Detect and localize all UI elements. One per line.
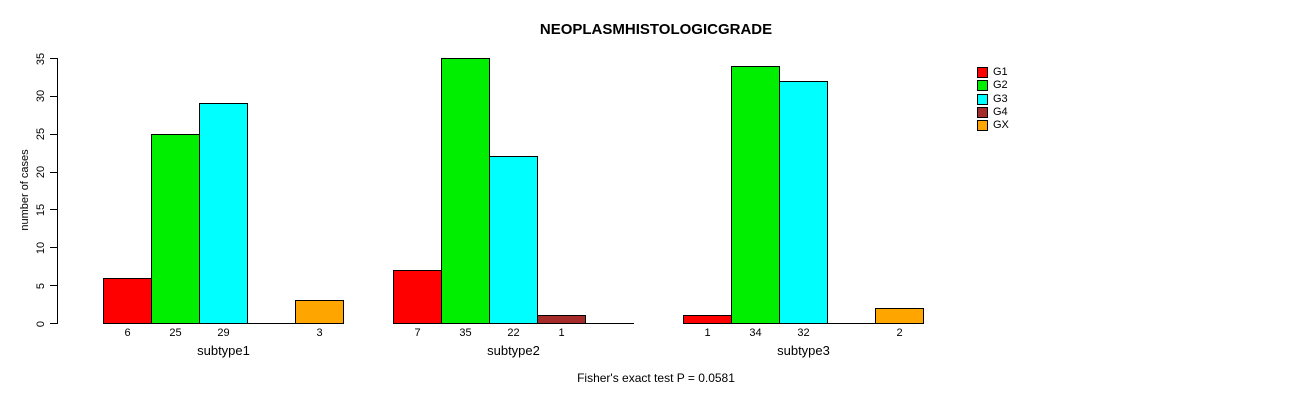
annotation-text: Fisher's exact test P = 0.0581 bbox=[577, 371, 735, 385]
y-axis-tick bbox=[50, 95, 57, 97]
legend-swatch-GX bbox=[977, 120, 988, 132]
bar-subtype3-G3 bbox=[779, 80, 828, 324]
y-axis-tick-label: 10 bbox=[35, 241, 47, 254]
y-axis-tick-label: 20 bbox=[35, 165, 47, 179]
y-axis-tick-label: 30 bbox=[35, 90, 47, 103]
group-label-subtype3: subtype3 bbox=[777, 343, 830, 358]
bar-value-label: 6 bbox=[124, 327, 131, 339]
y-axis-tick bbox=[50, 133, 57, 135]
legend-label-G4: G4 bbox=[993, 105, 1008, 118]
bar-subtype2-G3 bbox=[489, 156, 538, 324]
bar-value-label: 7 bbox=[414, 327, 421, 339]
y-axis-tick bbox=[50, 247, 57, 249]
bar-subtype1-G2 bbox=[151, 133, 200, 324]
legend-label-G3: G3 bbox=[993, 92, 1008, 105]
bar-subtype3-G2 bbox=[731, 65, 780, 324]
legend-swatch-G1 bbox=[977, 67, 988, 78]
y-axis-tick bbox=[50, 209, 57, 211]
legend-label-GX: GX bbox=[993, 119, 1009, 132]
bar-subtype3-G1 bbox=[683, 315, 732, 324]
y-axis-tick bbox=[50, 285, 57, 287]
bar-subtype3-GX bbox=[875, 307, 924, 324]
bar-value-label: 2 bbox=[896, 327, 903, 339]
bar-value-label: 3 bbox=[316, 327, 323, 339]
bar-subtype2-G1 bbox=[393, 270, 442, 324]
legend-swatch-G2 bbox=[977, 80, 988, 92]
y-axis-tick-label: 15 bbox=[35, 203, 47, 217]
y-axis-tick-label: 35 bbox=[35, 52, 47, 65]
y-axis-tick-label: 25 bbox=[35, 128, 47, 141]
bar-value-label: 32 bbox=[797, 327, 810, 339]
bar-value-label: 34 bbox=[749, 327, 762, 339]
bar-value-label: 1 bbox=[704, 327, 711, 339]
y-axis-label: number of cases bbox=[19, 149, 31, 231]
y-axis-tick-label: 5 bbox=[35, 282, 47, 289]
legend-swatch-G3 bbox=[977, 93, 988, 105]
legend-label-G2: G2 bbox=[993, 79, 1008, 92]
legend-swatch-G4 bbox=[977, 106, 988, 118]
bar-subtype1-G1 bbox=[103, 277, 152, 324]
bar-value-label: 25 bbox=[169, 327, 182, 339]
bar-subtype1-GX bbox=[295, 300, 344, 324]
y-axis-tick bbox=[50, 323, 57, 324]
group-label-subtype2: subtype2 bbox=[487, 343, 540, 358]
bar-subtype1-G3 bbox=[199, 103, 248, 324]
y-axis-tick bbox=[50, 171, 57, 173]
bar-value-label: 35 bbox=[459, 327, 472, 339]
chart-title: NEOPLASMHISTOLOGICGRADE bbox=[539, 21, 773, 38]
legend-label-G1: G1 bbox=[993, 66, 1008, 78]
bar-subtype2-G2 bbox=[441, 58, 490, 324]
group-label-subtype1: subtype1 bbox=[197, 343, 250, 358]
y-axis-tick-label: 0 bbox=[35, 320, 47, 327]
y-axis-line bbox=[57, 58, 58, 324]
y-axis-tick bbox=[50, 58, 57, 59]
bar-value-label: 29 bbox=[217, 327, 230, 339]
bar-value-label: 1 bbox=[558, 327, 565, 339]
bar-value-label: 22 bbox=[507, 327, 520, 339]
bar-subtype2-G4 bbox=[537, 315, 586, 324]
